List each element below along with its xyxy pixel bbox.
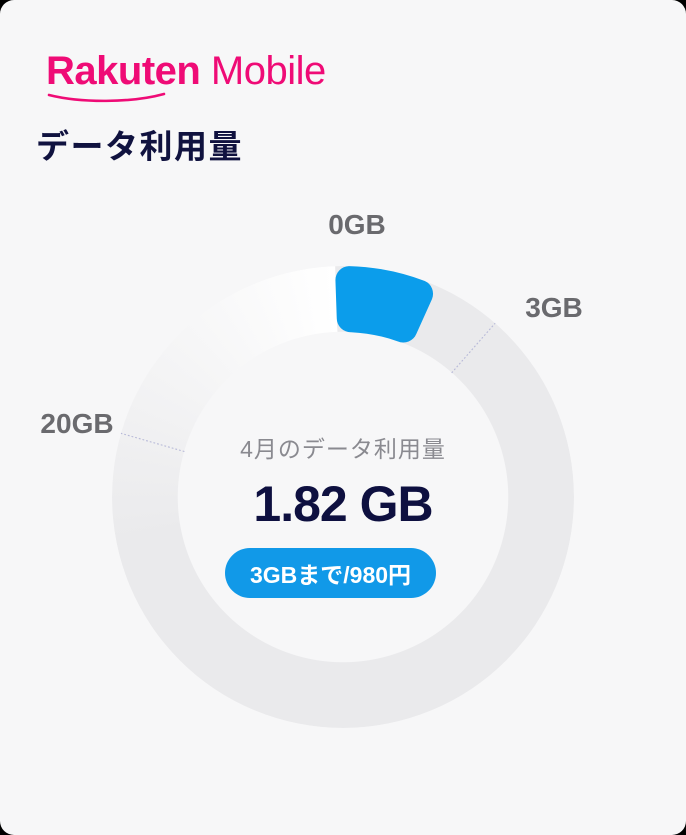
svg-text:0GB: 0GB xyxy=(328,209,386,240)
svg-text:20GB: 20GB xyxy=(40,408,113,439)
svg-text:3GB: 3GB xyxy=(525,292,583,323)
svg-text:4月のデータ利用量: 4月のデータ利用量 xyxy=(240,436,446,462)
svg-text:1.82 GB: 1.82 GB xyxy=(253,476,432,532)
